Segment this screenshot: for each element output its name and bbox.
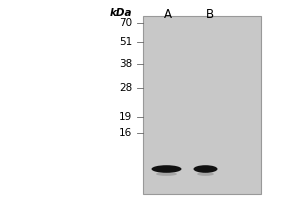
Ellipse shape [194,165,218,173]
Text: A: A [164,8,172,21]
Bar [142,16,261,194]
Text: 70: 70 [119,18,132,28]
Text: kDa: kDa [110,8,132,18]
Text: 51: 51 [119,37,132,47]
Ellipse shape [197,172,214,176]
Text: 38: 38 [119,59,132,69]
Text: 28: 28 [119,83,132,93]
Ellipse shape [152,165,182,173]
Ellipse shape [156,172,177,176]
Text: 16: 16 [119,128,132,138]
Text: B: B [206,8,214,21]
Text: 19: 19 [119,112,132,122]
